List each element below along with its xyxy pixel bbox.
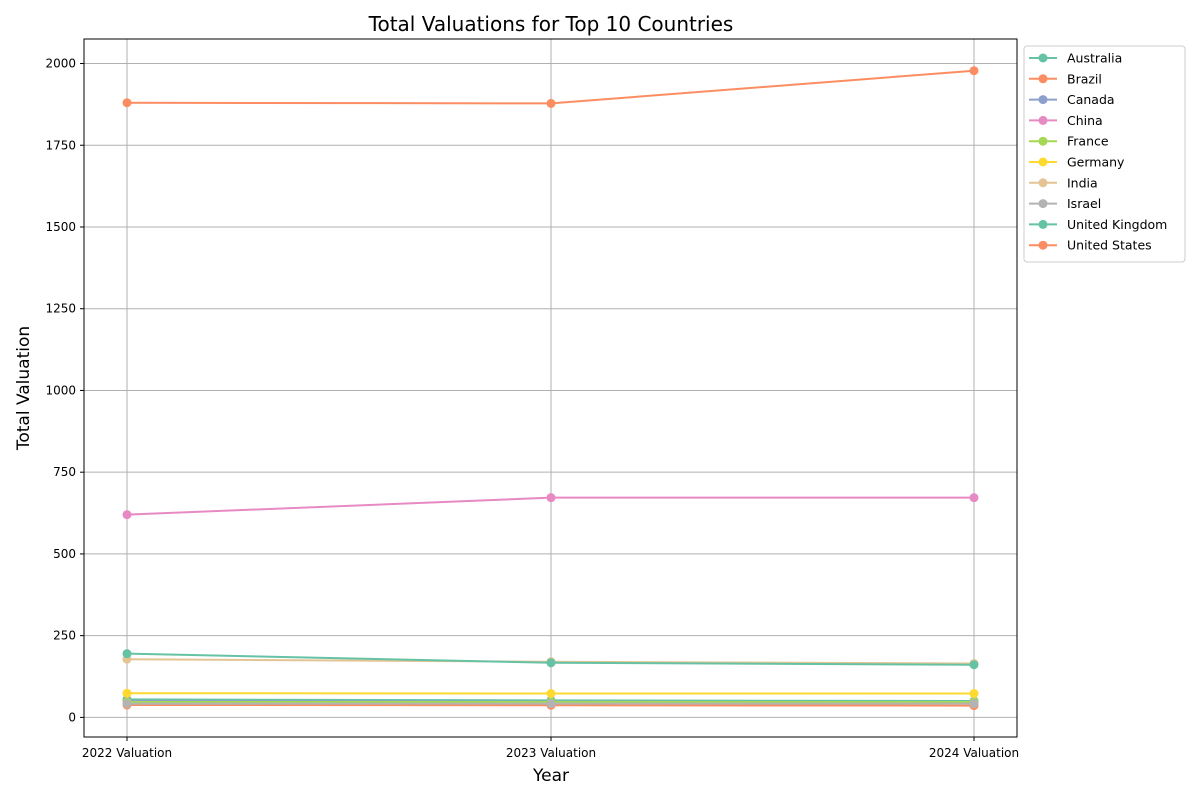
legend-item: Canada [1029, 92, 1115, 107]
x-axis-title: Year [532, 766, 569, 786]
legend-label: China [1067, 113, 1103, 128]
legend-swatch-marker [1038, 219, 1048, 229]
legend-label: Germany [1067, 155, 1125, 170]
x-axis: 2022 Valuation 2023 Valuation 2024 Valuati… [82, 737, 1019, 760]
y-axis: 0 250 500 750 1000 1250 1500 1750 2000 [45, 57, 84, 724]
data-point [546, 98, 556, 108]
data-point [546, 493, 556, 503]
legend-label: Brazil [1067, 71, 1102, 86]
y-tick-label: 750 [53, 465, 76, 479]
legend-swatch-marker [1038, 199, 1048, 209]
legend-item: United States [1029, 238, 1152, 253]
legend-label: India [1067, 175, 1098, 190]
series-layer [122, 66, 979, 711]
legend-swatch-marker [1038, 157, 1048, 167]
data-point [969, 699, 979, 709]
legend-swatch-marker [1038, 240, 1048, 250]
legend-swatch-marker [1038, 95, 1048, 105]
legend-item: India [1029, 175, 1098, 190]
legend-label: Australia [1067, 51, 1122, 66]
legend-label: Israel [1067, 196, 1101, 211]
series-israel [122, 699, 979, 709]
legend-label: France [1067, 134, 1109, 149]
series-china [122, 493, 979, 520]
legend-item: Germany [1029, 155, 1125, 170]
y-tick-label: 0 [68, 710, 76, 724]
data-point [969, 66, 979, 76]
series-germany [122, 688, 979, 699]
x-tick-label: 2024 Valuation [929, 746, 1019, 760]
data-point [122, 510, 132, 520]
legend-swatch-marker [1038, 136, 1048, 146]
y-tick-label: 2000 [45, 57, 76, 71]
legend-swatch-marker [1038, 53, 1048, 63]
data-point [122, 649, 132, 659]
legend-item: China [1029, 113, 1103, 128]
y-tick-label: 500 [53, 547, 76, 561]
series-united-states [122, 66, 979, 108]
data-point [969, 689, 979, 699]
data-point [122, 98, 132, 108]
legend: Australia Brazil Canada China France Germany I… [1023, 45, 1186, 263]
grid [84, 39, 1017, 737]
x-tick-label: 2022 Valuation [82, 746, 172, 760]
legend-swatch-marker [1038, 74, 1048, 84]
data-point [122, 688, 132, 698]
data-point [546, 689, 556, 699]
series-united-kingdom [122, 649, 979, 670]
y-tick-label: 1750 [45, 138, 76, 152]
legend-label: United States [1067, 238, 1152, 253]
data-point [546, 658, 556, 668]
data-point [122, 699, 132, 709]
y-tick-label: 1000 [45, 383, 76, 397]
x-tick-label: 2023 Valuation [506, 746, 596, 760]
legend-swatch-marker [1038, 115, 1048, 125]
y-tick-label: 1500 [45, 220, 76, 234]
y-axis-title: Total Valuation [14, 326, 34, 451]
chart-title: Total Valuations for Top 10 Countries [368, 12, 734, 36]
data-point [969, 660, 979, 670]
data-point [546, 699, 556, 709]
data-point [969, 493, 979, 503]
legend-box [1023, 45, 1186, 263]
legend-swatch-marker [1038, 178, 1048, 188]
legend-item: Australia [1029, 51, 1122, 66]
legend-item: United Kingdom [1029, 217, 1167, 232]
legend-item: France [1029, 134, 1109, 149]
legend-label: United Kingdom [1067, 217, 1167, 232]
y-tick-label: 250 [53, 629, 76, 643]
legend-item: Israel [1029, 196, 1101, 211]
legend-label: Canada [1067, 92, 1115, 107]
y-tick-label: 1250 [45, 302, 76, 316]
legend-item: Brazil [1029, 71, 1102, 86]
